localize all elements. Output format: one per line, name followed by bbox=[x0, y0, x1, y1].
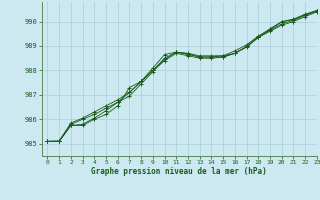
X-axis label: Graphe pression niveau de la mer (hPa): Graphe pression niveau de la mer (hPa) bbox=[91, 167, 267, 176]
